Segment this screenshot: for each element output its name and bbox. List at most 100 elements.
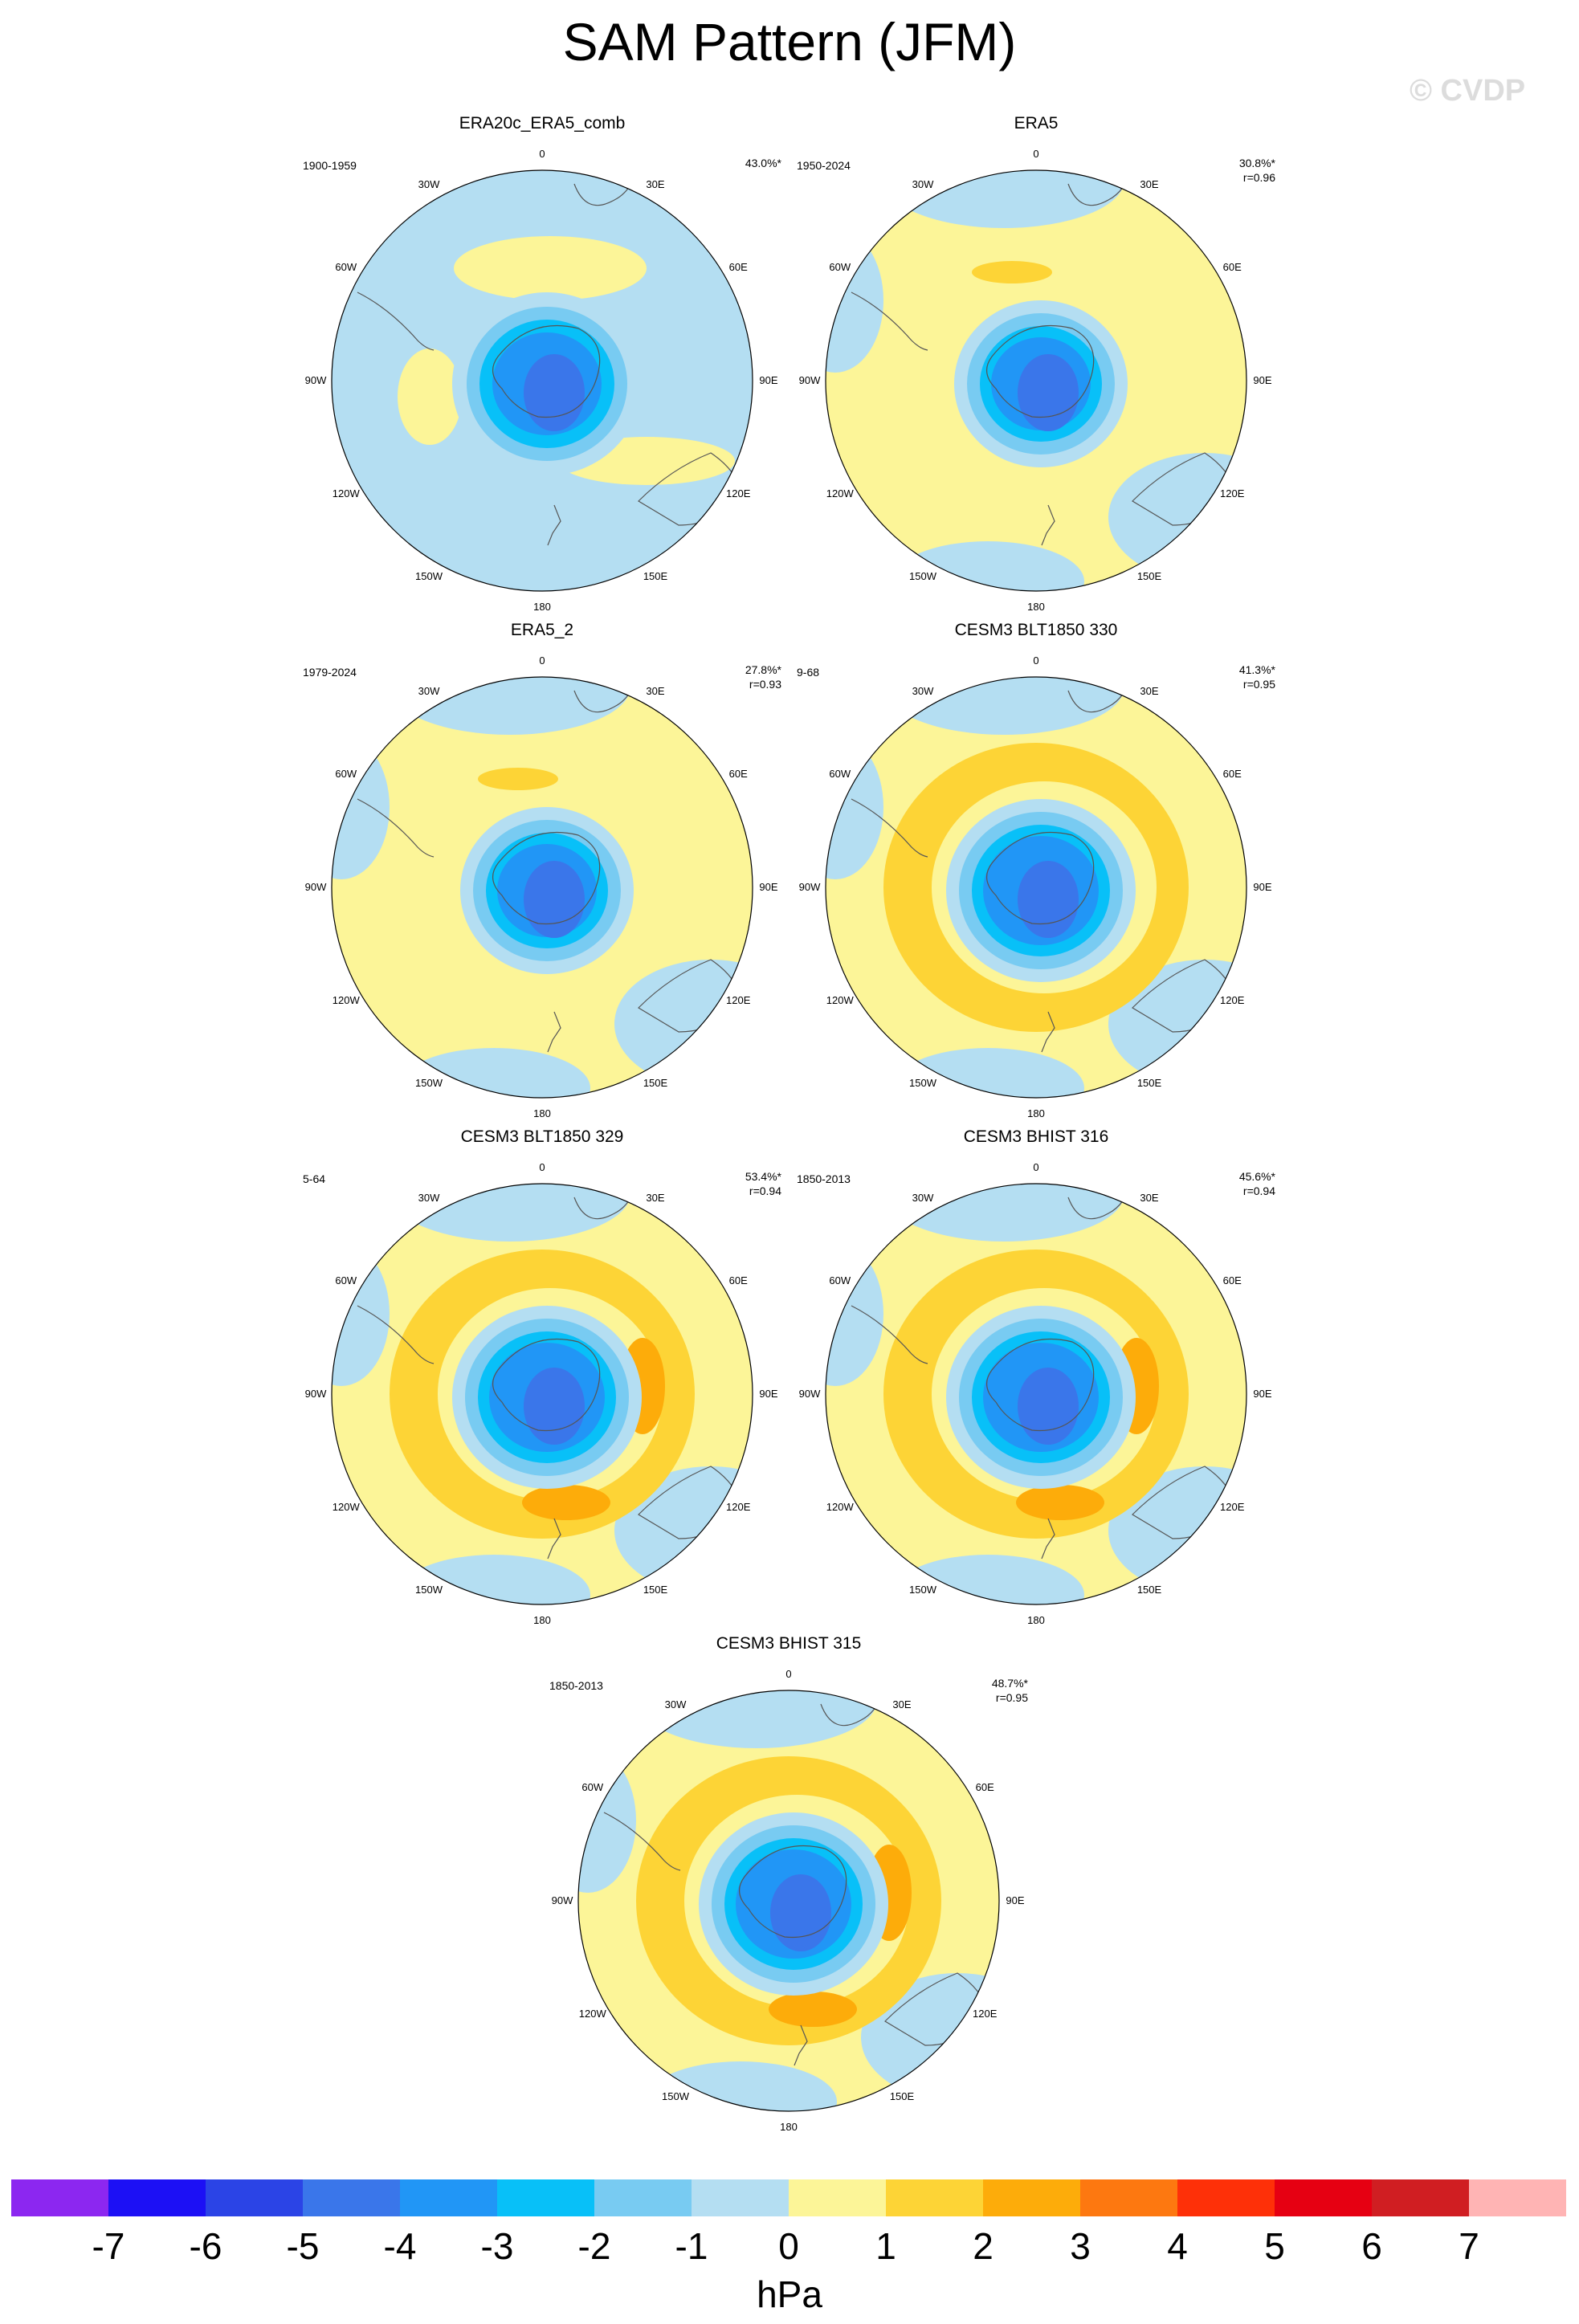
new-zealand-coastline: [1041, 1011, 1055, 1053]
map-panel-3: ERA5_2 1979-2024 27.8%* r=0.93 0 30E 60E 90E 120…: [295, 621, 790, 1128]
colorbar-tick-label: -4: [383, 2225, 417, 2267]
map-border: [331, 676, 753, 1099]
negative-core: [1018, 1368, 1079, 1445]
longitude-label: 30W: [418, 177, 440, 190]
figure-title: SAM Pattern (JFM): [562, 12, 1017, 71]
colorbar-box: [594, 2179, 692, 2216]
longitude-label: 180: [533, 1107, 551, 1119]
colorbar-box: [11, 2179, 108, 2216]
panel-correlation: r=0.95: [995, 1691, 1028, 1704]
colorbar-box: [400, 2179, 497, 2216]
polar-map: [331, 1183, 753, 1605]
panel-variance: 41.3%*: [1238, 663, 1275, 676]
map-border: [331, 169, 753, 592]
colorbar-box: [108, 2179, 206, 2216]
antarctica-coastline: [739, 1845, 847, 1939]
longitude-label: 150W: [415, 1584, 443, 1596]
panel-correlation: r=0.96: [1242, 171, 1275, 184]
new-zealand-coastline: [1041, 1518, 1055, 1560]
longitude-label: 120E: [1220, 1501, 1245, 1513]
new-zealand-coastline: [547, 1518, 561, 1560]
new-zealand-coastline: [1041, 504, 1055, 546]
panel-stats: 45.6%* r=0.94: [1239, 1169, 1275, 1198]
longitude-label: 90E: [759, 374, 778, 386]
panel-stats: 48.7%* r=0.95: [992, 1676, 1028, 1705]
panel-title: CESM3 BHIST 316: [963, 1127, 1109, 1146]
negative-patch: [1108, 453, 1246, 581]
colorbar-tick-label: -3: [480, 2225, 514, 2267]
longitude-label: 120W: [332, 1501, 360, 1513]
longitude-label: 90E: [1253, 1388, 1272, 1400]
colorbar-tick-label: 6: [1361, 2225, 1382, 2267]
longitude-label: 60W: [829, 1274, 851, 1286]
new-zealand-coastline: [547, 1011, 561, 1053]
longitude-label: 60W: [581, 1781, 604, 1793]
negative-patch: [826, 1242, 883, 1386]
negative-patch: [398, 1555, 590, 1604]
colorbar-tick-label: -5: [286, 2225, 320, 2267]
map-panel-7: CESM3 BHIST 315 1850-2013 48.7%* r=0.95 0 30E…: [541, 1634, 1036, 2142]
negative-patch: [578, 1748, 636, 1893]
negative-patch: [883, 677, 1124, 735]
polar-map: [825, 169, 1247, 592]
longitude-label: 150E: [1136, 1584, 1162, 1596]
longitude-label: 120E: [1220, 994, 1245, 1006]
colorbar-box: [1177, 2179, 1275, 2216]
longitude-label: 30E: [646, 177, 665, 190]
panel-variance: 45.6%*: [1238, 1170, 1275, 1183]
south-america-coastline: [357, 1305, 435, 1364]
longitude-label: 120W: [332, 994, 360, 1006]
longitude-label: 60E: [728, 768, 748, 780]
colorbar: [11, 2179, 1566, 2218]
panel-stats: 27.8%* r=0.93: [745, 663, 781, 691]
panel-correlation: r=0.94: [749, 1184, 781, 1197]
panel-period: 5-64: [303, 1172, 326, 1185]
negative-core: [524, 354, 585, 431]
longitude-label: 30E: [1140, 684, 1159, 697]
colorbar-box: [303, 2179, 400, 2216]
longitude-label: 90E: [759, 1388, 778, 1400]
longitude-label: 150W: [415, 570, 443, 583]
longitude-label: 60W: [829, 261, 851, 273]
colorbar-ticks: -7 -6 -5 -4 -3 -2 -1 0 1 2 3 4 5 6 7: [11, 2224, 1566, 2273]
longitude-label: 120E: [1220, 487, 1245, 499]
negative-patch: [644, 2061, 837, 2111]
longitude-label: 0: [1033, 1161, 1039, 1173]
longitude-label: 90W: [304, 881, 327, 893]
panel-stats: 30.8%* r=0.96: [1239, 156, 1275, 185]
longitude-label: 150W: [909, 1077, 936, 1090]
longitude-label: 120W: [332, 487, 360, 499]
longitude-label: 150E: [1136, 1077, 1162, 1090]
longitude-label: 0: [1033, 654, 1039, 667]
antarctica-coastline: [986, 1339, 1095, 1432]
south-america-coastline: [603, 1812, 681, 1871]
colorbar-tick-label: 2: [973, 2225, 994, 2267]
map-panel-2: ERA5 1950-2024 30.8%* r=0.96 0 30E 60E 90E 120E 1…: [789, 114, 1283, 622]
panel-title: CESM3 BLT1850 330: [954, 621, 1118, 639]
positive-max: [1016, 1485, 1104, 1520]
longitude-label: 150W: [909, 1584, 936, 1596]
longitude-label: 150E: [1136, 570, 1162, 583]
longitude-label: 180: [780, 2121, 798, 2133]
colorbar-tick-label: -2: [577, 2225, 611, 2267]
panel-variance: 53.4%*: [745, 1170, 781, 1183]
longitude-label: 120E: [973, 2008, 998, 2020]
negative-core: [524, 1368, 585, 1445]
colorbar-box: [789, 2179, 886, 2216]
new-zealand-coastline: [547, 504, 561, 546]
longitude-label: 30W: [418, 684, 440, 697]
positive-patch: [972, 261, 1052, 283]
colorbar-tick-label: 7: [1459, 2225, 1479, 2267]
negative-patch: [332, 735, 390, 879]
negative-patch: [826, 228, 883, 373]
map-panel-5: CESM3 BLT1850 329 5-64 53.4%* r=0.94 0 30E 60E…: [295, 1127, 790, 1635]
longitude-label: 120W: [578, 2008, 606, 2020]
map-panel-6: CESM3 BHIST 316 1850-2013 45.6%* r=0.94 0 30E…: [789, 1127, 1283, 1635]
panel-title: CESM3 BHIST 315: [716, 1634, 862, 1653]
longitude-label: 60E: [1222, 1274, 1242, 1286]
negative-patch: [636, 1690, 877, 1748]
positive-patch: [398, 349, 462, 445]
map-border: [331, 1183, 753, 1605]
longitude-label: 60E: [975, 1781, 994, 1793]
negative-patch: [614, 960, 753, 1088]
